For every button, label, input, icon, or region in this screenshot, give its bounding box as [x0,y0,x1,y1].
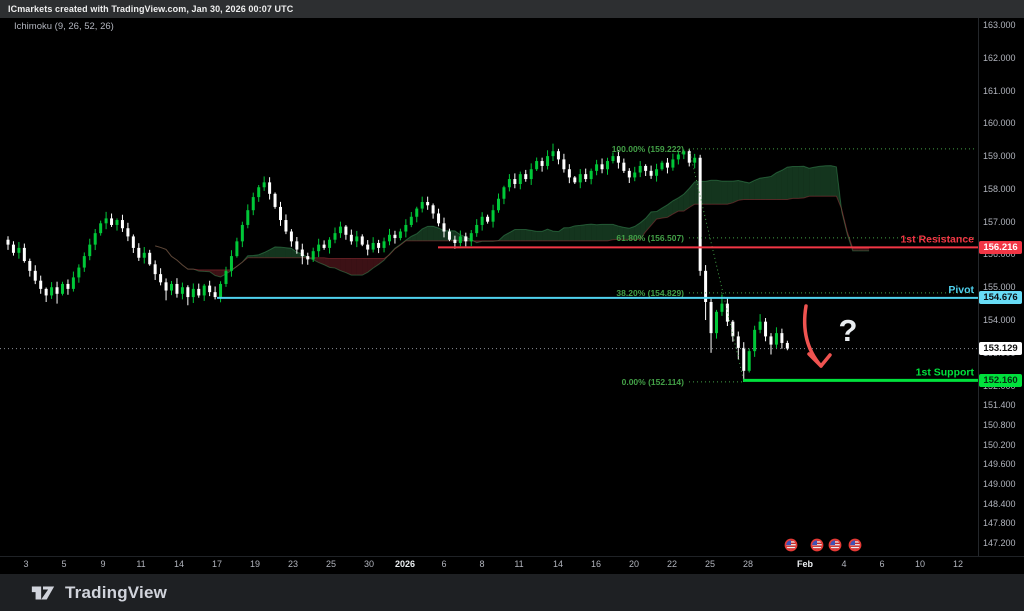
time-tick: 28 [742,559,753,569]
price-tick: 147.200 [983,537,1016,548]
chart-title: ICmarkets created with TradingView.com, … [8,4,294,14]
price-tick: 156.000 [983,249,1016,260]
fib-382-label: 38.20% (154.829) [616,288,684,298]
time-tick: 4 [841,559,847,569]
time-tick: 10 [914,559,925,569]
chart-canvas[interactable]: 100.00% (159.222) 61.80% (156.507) 38.20% … [0,0,1024,573]
last-price-price-badge[interactable]: 153.129 [979,342,1022,356]
price-tick: 159.000 [983,151,1016,162]
time-axis[interactable]: 3 5 9 11 14 17 19 23 25 30 2026 6 8 11 14 16 20 22 25 28 Feb… [0,556,1024,574]
price-axis[interactable]: 163.000 162.000 161.000 160.000 159.000 158.0… [979,18,1024,556]
candles-layer [6,143,789,382]
first-support-price-badge[interactable]: 152.160 [979,373,1022,387]
down-arrow-head-icon [807,352,832,368]
time-tick: 14 [173,559,184,569]
price-tick: 147.800 [983,518,1016,529]
pivot-label: Pivot [948,284,974,296]
price-tick: 158.000 [983,183,1016,194]
time-tick: 30 [363,559,374,569]
price-tick: 151.400 [983,400,1016,411]
time-tick: 2026 [394,559,416,569]
price-tick: 150.800 [983,419,1016,430]
time-tick: 22 [666,559,677,569]
footer-bar: TradingView [0,574,1024,611]
time-tick: 14 [552,559,563,569]
tradingview-logo-icon[interactable] [30,583,56,603]
price-tick: 155.000 [983,282,1016,293]
time-tick: 17 [211,559,222,569]
first-resistance-label: 1st Resistance [900,233,974,245]
time-tick: 9 [100,559,106,569]
price-tick: 148.400 [983,498,1016,509]
plot-layers [6,143,870,382]
question-mark-annotation[interactable]: ? [839,313,858,348]
price-tick: 163.000 [983,20,1016,30]
fib-618-label: 61.80% (156.507) [616,233,684,243]
title-bar: ICmarkets created with TradingView.com, … [0,0,1024,18]
pivot-price-badge[interactable]: 154.676 [979,291,1022,305]
time-tick: Feb [796,559,813,569]
price-tick: 154.000 [983,315,1016,326]
price-tick: 162.000 [983,52,1016,63]
price-tick: 149.000 [983,478,1016,489]
price-tick: 160.000 [983,118,1016,129]
time-tick: 6 [441,559,447,569]
time-tick: 8 [479,559,485,569]
time-tick: 11 [136,559,146,569]
time-tick: 19 [249,559,260,569]
price-tick: 157.000 [983,216,1016,227]
time-tick: 12 [952,559,963,569]
fib-0-label: 0.00% (152.114) [622,377,685,387]
time-tick: 25 [704,559,715,569]
price-tick: 149.600 [983,459,1016,470]
us-flag-icon[interactable] [810,538,824,552]
time-tick: 20 [628,559,639,569]
time-tick: 5 [61,559,67,569]
time-tick: 25 [325,559,336,569]
first-resistance-price-badge[interactable]: 156.216 [979,240,1022,254]
brand-name[interactable]: TradingView [65,582,168,602]
time-tick: 23 [287,559,298,569]
time-tick: 16 [590,559,601,569]
time-tick: 3 [23,559,29,569]
price-tick: 161.000 [983,85,1016,96]
price-tick: 150.200 [983,439,1016,450]
indicator-label[interactable]: Ichimoku (9, 26, 52, 26) [14,21,114,32]
fib-100-label: 100.00% (159.222) [612,144,684,154]
time-tick: 6 [879,559,885,569]
time-tick: 11 [514,559,524,569]
us-flag-icon[interactable] [828,538,842,552]
first-support-label: 1st Support [916,366,975,378]
us-flag-icon[interactable] [784,538,798,552]
us-flag-icon[interactable] [848,538,862,552]
